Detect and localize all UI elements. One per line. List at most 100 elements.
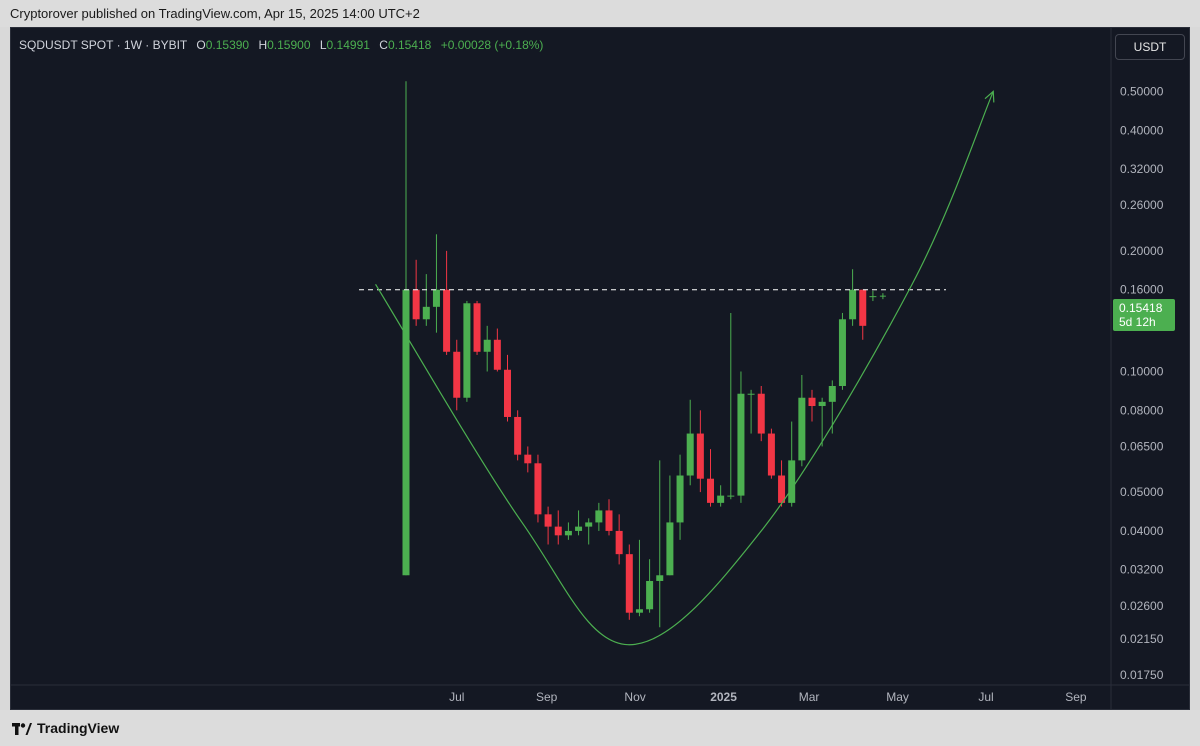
candle-body xyxy=(605,510,613,531)
candle[interactable] xyxy=(534,454,542,523)
candle-body xyxy=(422,306,430,320)
candle-body xyxy=(859,289,867,326)
brand-name: TradingView xyxy=(37,720,120,736)
candle[interactable] xyxy=(483,325,491,372)
open-value: 0.15390 xyxy=(205,38,250,52)
candle[interactable] xyxy=(717,485,725,507)
tradingview-logo[interactable]: TradingView xyxy=(12,720,119,736)
candle[interactable] xyxy=(463,300,471,402)
open-label: O xyxy=(196,38,206,52)
currency-unit-button[interactable]: USDT xyxy=(1115,34,1185,60)
candle[interactable] xyxy=(656,460,664,628)
candlestick-chart[interactable]: 0.650000.500000.400000.320000.260000.200… xyxy=(11,28,1189,709)
candle-body xyxy=(493,339,501,370)
candle[interactable] xyxy=(676,454,684,540)
y-tick-label: 0.26000 xyxy=(1120,198,1164,212)
candle-body xyxy=(575,526,583,531)
candle[interactable] xyxy=(615,514,623,565)
candle[interactable] xyxy=(646,559,654,613)
candle[interactable] xyxy=(595,502,603,531)
candle[interactable] xyxy=(737,371,745,503)
candle[interactable] xyxy=(849,269,857,326)
candle[interactable] xyxy=(625,544,633,620)
change-value: +0.00028 (+0.18%) xyxy=(440,38,544,52)
candle[interactable] xyxy=(422,274,430,326)
candle[interactable] xyxy=(686,399,694,486)
candle[interactable] xyxy=(564,522,572,540)
candle-body xyxy=(727,495,735,497)
candle-body xyxy=(554,526,562,536)
last-price-tag: 0.15418 5d 12h xyxy=(1113,299,1175,331)
high-label: H xyxy=(258,38,268,52)
candle[interactable] xyxy=(666,475,674,576)
candle[interactable] xyxy=(859,289,867,340)
candle-body xyxy=(778,475,786,503)
candle[interactable] xyxy=(818,397,826,447)
y-tick-label: 0.10000 xyxy=(1120,364,1164,378)
candle[interactable] xyxy=(869,290,877,302)
ohlc-legend: SQDUSDT SPOT · 1W · BYBIT O0.15390 H0.15… xyxy=(19,38,543,52)
candle[interactable] xyxy=(727,312,735,500)
y-tick-label: 0.32000 xyxy=(1120,162,1164,176)
tradingview-logo-icon xyxy=(12,722,32,735)
close-label: C xyxy=(379,38,388,52)
candle[interactable] xyxy=(696,410,704,493)
candle[interactable] xyxy=(767,428,775,479)
candle[interactable] xyxy=(585,518,593,545)
y-tick-label: 0.06500 xyxy=(1120,439,1164,453)
candle[interactable] xyxy=(443,250,451,355)
candle-body xyxy=(504,369,511,417)
candle-body xyxy=(767,433,775,476)
candle-body xyxy=(564,530,572,536)
candle-body xyxy=(808,397,816,407)
candle-body xyxy=(869,296,877,298)
candle-body xyxy=(514,416,522,455)
high-value: 0.15900 xyxy=(267,38,311,52)
x-tick-label: Jul xyxy=(978,690,993,704)
candle[interactable] xyxy=(788,421,796,507)
candle-body xyxy=(635,609,643,613)
y-tick-label: 0.40000 xyxy=(1120,123,1164,137)
candle[interactable] xyxy=(605,499,613,536)
candle[interactable] xyxy=(432,234,440,333)
candle[interactable] xyxy=(707,449,714,507)
candle-body xyxy=(615,530,623,555)
candle[interactable] xyxy=(575,510,583,536)
x-tick-label: Sep xyxy=(536,690,558,704)
candle-body xyxy=(686,433,694,476)
candle[interactable] xyxy=(808,389,816,422)
candle[interactable] xyxy=(493,328,501,372)
candle[interactable] xyxy=(544,506,552,545)
y-tick-label: 0.50000 xyxy=(1120,84,1164,98)
candle[interactable] xyxy=(473,300,481,355)
candle-body xyxy=(473,303,481,352)
candle-body xyxy=(737,393,745,496)
y-tick-label: 0.02600 xyxy=(1120,599,1164,613)
candle[interactable] xyxy=(412,259,420,326)
candle-body xyxy=(656,575,664,581)
candle-body xyxy=(828,385,836,402)
candle[interactable] xyxy=(757,385,765,442)
candle[interactable] xyxy=(453,339,461,411)
candle[interactable] xyxy=(747,389,755,434)
arrow-head-icon xyxy=(984,90,995,103)
candle[interactable] xyxy=(554,510,562,545)
footer: TradingView xyxy=(0,710,1200,746)
y-tick-label: 0.20000 xyxy=(1120,244,1164,258)
candle[interactable] xyxy=(504,354,511,422)
candle[interactable] xyxy=(514,410,522,461)
candle-body xyxy=(788,460,796,503)
x-tick-label: Sep xyxy=(1065,690,1087,704)
chart-pane[interactable]: SQDUSDT SPOT · 1W · BYBIT O0.15390 H0.15… xyxy=(10,27,1190,710)
candle[interactable] xyxy=(838,312,846,390)
candle[interactable] xyxy=(635,539,643,617)
candle[interactable] xyxy=(402,81,410,576)
cup-curve[interactable] xyxy=(375,91,994,646)
candle[interactable] xyxy=(524,446,532,473)
x-tick-label: May xyxy=(886,690,909,704)
candle[interactable] xyxy=(798,375,806,467)
candle-body xyxy=(707,478,714,503)
candle-body xyxy=(666,522,674,576)
y-tick-label: 0.04000 xyxy=(1120,524,1164,538)
candle[interactable] xyxy=(778,460,786,507)
